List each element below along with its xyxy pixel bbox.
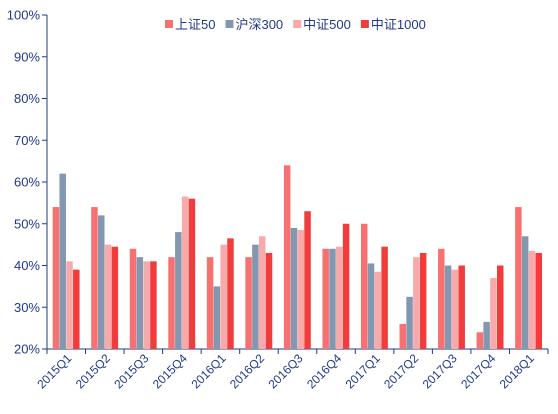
bar bbox=[399, 323, 407, 349]
bar bbox=[290, 227, 298, 349]
y-axis: 20% 30% 40% 50% 60% 70% 80% 90% 100% bbox=[7, 8, 48, 357]
bar bbox=[521, 236, 529, 349]
bar bbox=[374, 271, 382, 349]
x-tick-label: 2015Q1 bbox=[34, 351, 74, 391]
bar bbox=[413, 257, 420, 349]
x-axis: 2015Q12015Q22015Q32015Q42016Q12016Q22016… bbox=[34, 348, 549, 391]
bar bbox=[220, 244, 227, 349]
y-tick-label: 60% bbox=[14, 175, 40, 190]
bar bbox=[283, 165, 291, 349]
bar bbox=[52, 207, 60, 349]
bar bbox=[496, 265, 504, 349]
bar bbox=[329, 248, 336, 349]
legend-swatch bbox=[360, 20, 369, 28]
bar bbox=[297, 230, 304, 349]
bar bbox=[150, 261, 157, 349]
bars bbox=[52, 165, 543, 349]
bar bbox=[438, 248, 445, 349]
bar bbox=[104, 244, 112, 349]
bar bbox=[483, 321, 490, 349]
x-tick-label: 2015Q4 bbox=[150, 351, 190, 391]
bar bbox=[406, 296, 413, 349]
x-tick-label: 2017Q4 bbox=[458, 351, 498, 391]
x-tick-label: 2017Q1 bbox=[343, 351, 383, 391]
bar bbox=[304, 211, 311, 349]
bar bbox=[322, 248, 329, 349]
bar bbox=[227, 238, 234, 349]
bar bbox=[98, 215, 105, 349]
bar bbox=[476, 332, 484, 349]
bar bbox=[129, 248, 137, 349]
legend-swatch bbox=[165, 20, 173, 28]
bar bbox=[245, 257, 252, 349]
x-tick-label: 2016Q3 bbox=[266, 351, 306, 391]
x-tick-label: 2016Q1 bbox=[188, 351, 228, 391]
y-tick-label: 70% bbox=[14, 133, 40, 148]
bar bbox=[66, 261, 73, 349]
bar bbox=[252, 244, 259, 349]
y-tick-label: 20% bbox=[14, 342, 40, 357]
x-tick-label: 2015Q2 bbox=[73, 351, 113, 391]
bar bbox=[188, 198, 196, 349]
y-tick-label: 50% bbox=[14, 216, 40, 231]
bar bbox=[381, 246, 388, 349]
bar bbox=[515, 207, 522, 349]
x-tick-label: 2016Q2 bbox=[227, 351, 267, 391]
bar bbox=[73, 269, 80, 349]
y-tick-label: 40% bbox=[14, 258, 40, 273]
x-tick-label: 2018Q1 bbox=[497, 351, 537, 391]
legend-swatch bbox=[293, 20, 302, 28]
x-tick-label: 2016Q4 bbox=[304, 351, 344, 391]
x-tick-label: 2017Q3 bbox=[420, 351, 460, 391]
bar bbox=[444, 265, 452, 349]
bar bbox=[336, 246, 343, 349]
bar bbox=[143, 261, 150, 349]
x-tick-label: 2017Q2 bbox=[381, 351, 421, 391]
bar bbox=[535, 252, 543, 349]
legend: 上证50 沪深300 中证500 中证1000 bbox=[165, 17, 426, 32]
bar bbox=[342, 223, 350, 349]
bar bbox=[419, 252, 427, 349]
bar bbox=[59, 173, 66, 349]
bar bbox=[490, 278, 497, 349]
y-tick-label: 90% bbox=[14, 49, 40, 64]
y-tick-label: 30% bbox=[14, 300, 40, 315]
bar bbox=[181, 196, 189, 349]
bar bbox=[265, 252, 273, 349]
bar bbox=[367, 263, 375, 349]
bar bbox=[136, 257, 144, 349]
bar bbox=[91, 207, 98, 349]
bar bbox=[528, 250, 536, 349]
legend-swatch bbox=[225, 20, 234, 28]
bar bbox=[175, 232, 182, 349]
legend-label: 沪深300 bbox=[235, 17, 283, 32]
legend-label: 中证500 bbox=[303, 17, 351, 32]
bar bbox=[451, 269, 459, 349]
y-tick-label: 80% bbox=[14, 91, 40, 106]
bar bbox=[213, 286, 221, 349]
bar bbox=[360, 223, 368, 349]
bar bbox=[258, 236, 266, 349]
bar bbox=[111, 246, 119, 349]
x-tick-label: 2015Q3 bbox=[111, 351, 151, 391]
legend-label: 上证50 bbox=[175, 17, 215, 32]
legend-label: 中证1000 bbox=[371, 17, 426, 32]
bar bbox=[168, 257, 175, 349]
bar bbox=[458, 265, 465, 349]
bar bbox=[206, 257, 214, 349]
y-tick-label: 100% bbox=[7, 8, 41, 23]
